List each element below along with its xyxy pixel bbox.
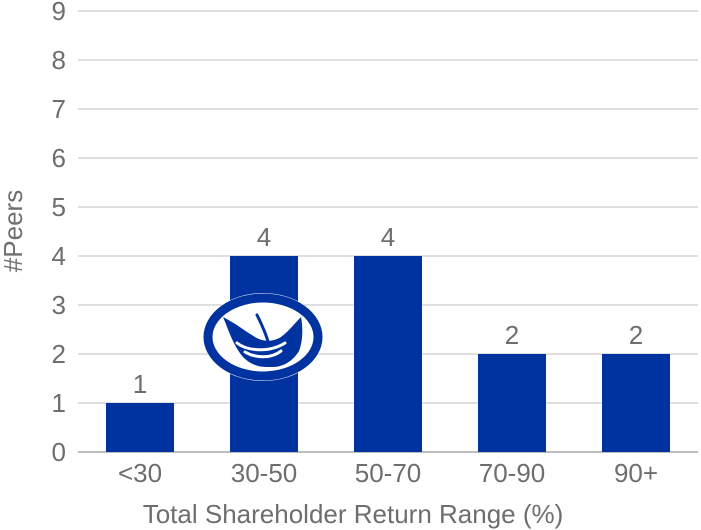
y-tick-label: 5 — [52, 192, 66, 222]
y-axis-ticks: 0 1 2 3 4 5 6 7 8 9 — [52, 0, 66, 467]
y-tick-label: 4 — [52, 241, 66, 271]
data-label-50-70: 4 — [381, 222, 395, 252]
y-tick-label: 6 — [52, 143, 66, 173]
data-label-30-50: 4 — [257, 222, 271, 252]
x-tick-label: 30-50 — [231, 458, 298, 488]
x-tick-label: 50-70 — [355, 458, 422, 488]
y-tick-label: 9 — [52, 0, 66, 26]
x-tick-label: 90+ — [614, 458, 658, 488]
data-label-90+: 2 — [629, 320, 643, 350]
y-tick-label: 3 — [52, 290, 66, 320]
bar-50-70 — [354, 256, 422, 452]
x-tick-label: <30 — [118, 458, 162, 488]
hands-logo-icon — [203, 293, 323, 381]
data-label-<30: 1 — [133, 369, 147, 399]
bar-<30 — [106, 403, 174, 452]
y-axis-title: #Peers — [0, 190, 28, 272]
y-tick-label: 0 — [52, 437, 66, 467]
x-axis-ticks: <30 30-50 50-70 70-90 90+ — [118, 458, 658, 488]
data-label-70-90: 2 — [505, 320, 519, 350]
x-tick-label: 70-90 — [479, 458, 546, 488]
x-axis-title: Total Shareholder Return Range (%) — [143, 499, 564, 529]
y-tick-label: 1 — [52, 388, 66, 418]
y-tick-label: 8 — [52, 45, 66, 75]
data-labels: 1 4 4 2 2 — [133, 222, 643, 399]
y-tick-label: 7 — [52, 94, 66, 124]
bar-70-90 — [478, 354, 546, 452]
y-tick-label: 2 — [52, 339, 66, 369]
bar-90+ — [602, 354, 670, 452]
